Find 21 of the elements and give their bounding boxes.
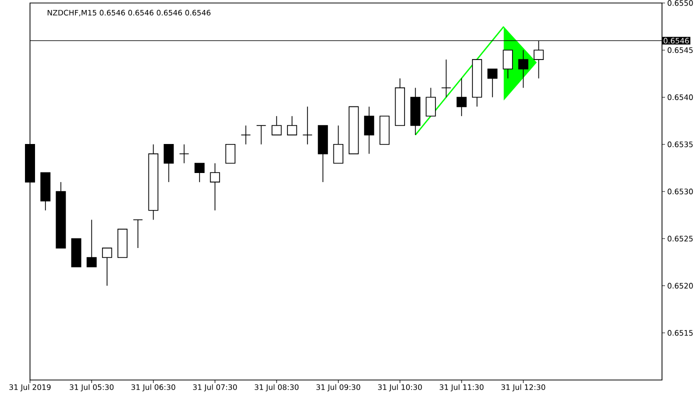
candlestick — [102, 248, 112, 286]
candlestick — [179, 144, 190, 164]
candlestick — [210, 162, 220, 211]
candlestick — [86, 219, 97, 268]
candlestick — [256, 125, 266, 145]
candlestick — [164, 144, 174, 182]
candlestick — [426, 87, 436, 116]
candlestick — [518, 50, 528, 88]
candlestick — [302, 106, 312, 145]
candlestick — [287, 116, 298, 136]
candlestick — [441, 59, 452, 98]
candlestick — [502, 50, 513, 79]
candlestick — [456, 78, 467, 116]
candlestick — [240, 125, 251, 145]
candlestick — [487, 68, 498, 98]
candlestick — [225, 144, 236, 164]
candlestick — [364, 106, 374, 154]
candlestick — [132, 219, 143, 248]
candlestick — [194, 162, 205, 182]
candlestick — [333, 125, 344, 164]
candlestick — [272, 116, 282, 136]
